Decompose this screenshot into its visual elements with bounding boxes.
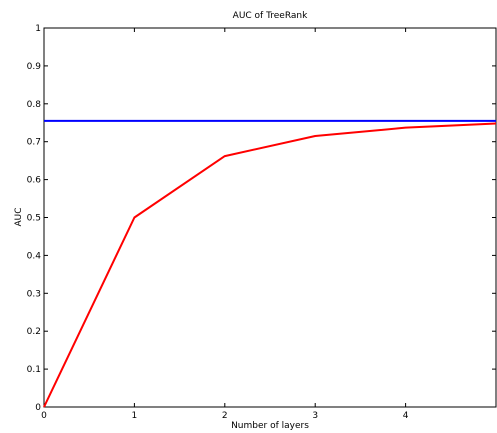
y-tick-label: 0.1 (27, 365, 41, 375)
series-group (43, 119, 497, 408)
y-tick-label: 1 (35, 24, 41, 34)
series-line-0 (43, 122, 497, 408)
x-tick-label: 0 (41, 411, 47, 421)
y-tick-label: 0.4 (27, 251, 42, 261)
y-tick-label: 0.3 (27, 289, 41, 299)
x-tick-label: 2 (222, 411, 228, 421)
chart-title: AUC of TreeRank (233, 11, 308, 21)
y-tick-label: 0.2 (27, 327, 41, 337)
y-tick-label: 0.5 (27, 214, 41, 224)
x-tick-label: 3 (312, 411, 318, 421)
y-tick-label: 0.6 (27, 176, 42, 186)
plot-frame (43, 27, 497, 408)
y-tick-label: 0.9 (27, 62, 42, 72)
x-axis-label: Number of layers (231, 421, 309, 431)
x-tick-label: 1 (132, 411, 138, 421)
tick-group: 0 1 2 3 4 0 0.1 0.2 0.3 0.4 0.5 0.6 0.7 0.8 0.9 1 (27, 24, 496, 421)
y-tick-label: 0 (35, 403, 41, 413)
y-axis-label: AUC (14, 207, 24, 226)
y-tick-label: 0.8 (27, 100, 42, 110)
y-tick-label: 0.7 (27, 138, 41, 148)
x-tick-label: 4 (403, 411, 409, 421)
